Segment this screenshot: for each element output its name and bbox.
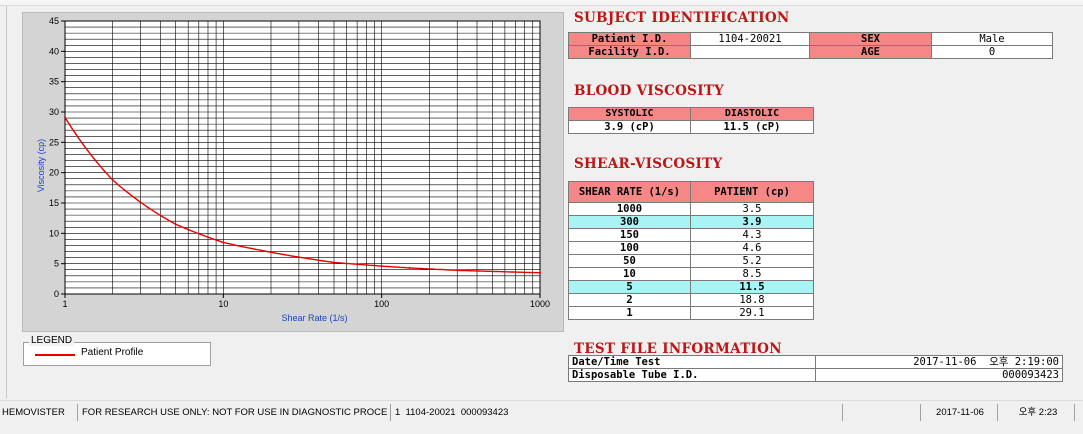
shear-row: 2 18.8 [568, 293, 814, 307]
status-empty-pane [842, 404, 919, 421]
diastolic-value: 11.5 (cP) [690, 120, 814, 134]
y-tick-label: 40 [49, 46, 59, 56]
datetime-label: Date/Time Test [568, 355, 816, 369]
series-point [456, 269, 459, 272]
patient-id-value: 1104-20021 [690, 32, 810, 46]
blood-viscosity-table: SYSTOLIC DIASTOLIC 3.9 (cP) 11.5 (cP) [568, 107, 814, 134]
x-tick-label: 100 [374, 299, 389, 309]
tube-id-label: Disposable Tube I.D. [568, 368, 816, 382]
shear-row: 1000 3.5 [568, 202, 814, 216]
patient-cp-cell: 29.1 [690, 306, 814, 320]
shear-rate-cell: 2 [568, 293, 691, 307]
x-tick-label: 1000 [530, 299, 550, 309]
series-point [174, 223, 177, 226]
y-tick-label: 30 [49, 107, 59, 117]
series-point [539, 271, 541, 274]
test-file-information-title: TEST FILE INFORMATION [574, 341, 782, 357]
series-point [111, 178, 114, 181]
shear-rate-header: SHEAR RATE (1/s) [568, 181, 691, 203]
shear-viscosity-table: SHEAR RATE (1/s) PATIENT (cp) 1000 3.5 300… [568, 181, 814, 320]
legend-title: LEGEND [29, 335, 75, 346]
patient-cp-cell: 4.6 [690, 241, 814, 255]
patient-cp-cell: 8.5 [690, 267, 814, 281]
series-line-patient-profile [64, 117, 541, 274]
series-point [222, 241, 225, 244]
sex-label: SEX [809, 32, 932, 46]
age-value: 0 [931, 45, 1053, 59]
status-bar: HEMOVISTER FOR RESEARCH USE ONLY: NOT FO… [0, 400, 1083, 423]
shear-rate-cell: 150 [568, 228, 691, 242]
viscosity-chart-frame: 0 5 10 15 20 25 30 35 40 45 1 10 100 1000 Shear Rate (… [22, 12, 564, 332]
plot-area [64, 20, 541, 295]
y-tick-label: 15 [49, 198, 59, 208]
facility-id-value [690, 45, 810, 59]
x-tick-label: 1 [62, 299, 67, 309]
legend-entry-label: Patient Profile [81, 347, 144, 358]
patient-id-label: Patient I.D. [568, 32, 691, 46]
shear-rate-cell: 50 [568, 254, 691, 268]
diastolic-label: DIASTOLIC [690, 107, 814, 121]
shear-rate-cell: 100 [568, 241, 691, 255]
age-label: AGE [809, 45, 932, 59]
status-record: 1 1104-20021 000093423 [390, 404, 841, 421]
series-point [333, 261, 335, 264]
patient-cp-header: PATIENT (cp) [690, 181, 814, 203]
y-tick-label: 5 [54, 259, 59, 269]
shear-rate-cell: 10 [568, 267, 691, 281]
patient-cp-cell: 18.8 [690, 293, 814, 307]
shear-rate-cell: 1 [568, 306, 691, 320]
patient-cp-cell: 5.2 [690, 254, 814, 268]
shear-row: 1 29.1 [568, 306, 814, 320]
y-tick-label: 35 [49, 77, 59, 87]
patient-cp-cell: 4.3 [690, 228, 814, 242]
shear-row: 300 3.9 [568, 215, 814, 229]
y-axis-label: Viscosity (cp) [36, 139, 46, 192]
x-axis-label: Shear Rate (1/s) [281, 313, 347, 323]
patient-cp-cell: 3.5 [690, 202, 814, 216]
status-date: 2017-11-06 [920, 404, 995, 421]
viscosity-chart: 0 5 10 15 20 25 30 35 40 45 1 10 100 1000 Shear Rate (… [36, 16, 550, 323]
shear-rate-cell: 5 [568, 280, 691, 294]
window-top-edge [0, 0, 1083, 6]
sex-value: Male [931, 32, 1053, 46]
y-tick-label: 45 [49, 16, 59, 26]
shear-row: 5 11.5 [568, 280, 814, 294]
series-point [408, 266, 411, 269]
series-point [64, 116, 66, 119]
x-tick-label: 10 [218, 299, 228, 309]
shear-row: 50 5.2 [568, 254, 814, 268]
tube-id-value: 000093423 [815, 368, 1063, 382]
patient-cp-cell: 3.9 [690, 215, 814, 229]
y-tick-label: 0 [54, 289, 59, 299]
blood-viscosity-title: BLOOD VISCOSITY [574, 83, 725, 99]
test-file-table: Date/Time Test 2017-11-06 오후 2:19:00 Dis… [568, 355, 1063, 382]
status-time: 오후 2:23 [997, 404, 1075, 421]
status-notice: FOR RESEARCH USE ONLY: NOT FOR USE IN DI… [77, 404, 388, 421]
series-point [380, 265, 383, 268]
status-app-name: HEMOVISTER [2, 407, 65, 418]
patient-cp-cell: 11.5 [690, 280, 814, 294]
report-panel: 0 5 10 15 20 25 30 35 40 45 1 10 100 1000 Shear Rate (… [6, 6, 1083, 398]
y-tick-label: 25 [49, 137, 59, 147]
shear-row: 10 8.5 [568, 267, 814, 281]
subject-table: Patient I.D. 1104-20021 SEX Male Facilit… [568, 32, 1053, 59]
systolic-value: 3.9 (cP) [568, 120, 691, 134]
shear-viscosity-title: SHEAR-VISCOSITY [574, 156, 723, 172]
shear-rate-cell: 1000 [568, 202, 691, 216]
legend-line-swatch [35, 354, 75, 356]
facility-id-label: Facility I.D. [568, 45, 691, 59]
systolic-label: SYSTOLIC [568, 107, 691, 121]
shear-rate-cell: 300 [568, 215, 691, 229]
subject-identification-title: SUBJECT IDENTIFICATION [574, 10, 790, 26]
y-tick-label: 20 [49, 168, 59, 178]
y-tick-label: 10 [49, 228, 59, 238]
datetime-value: 2017-11-06 오후 2:19:00 [815, 355, 1063, 369]
shear-row: 150 4.3 [568, 228, 814, 242]
window-bottom-edge [0, 423, 1083, 434]
shear-row: 100 4.6 [568, 241, 814, 255]
